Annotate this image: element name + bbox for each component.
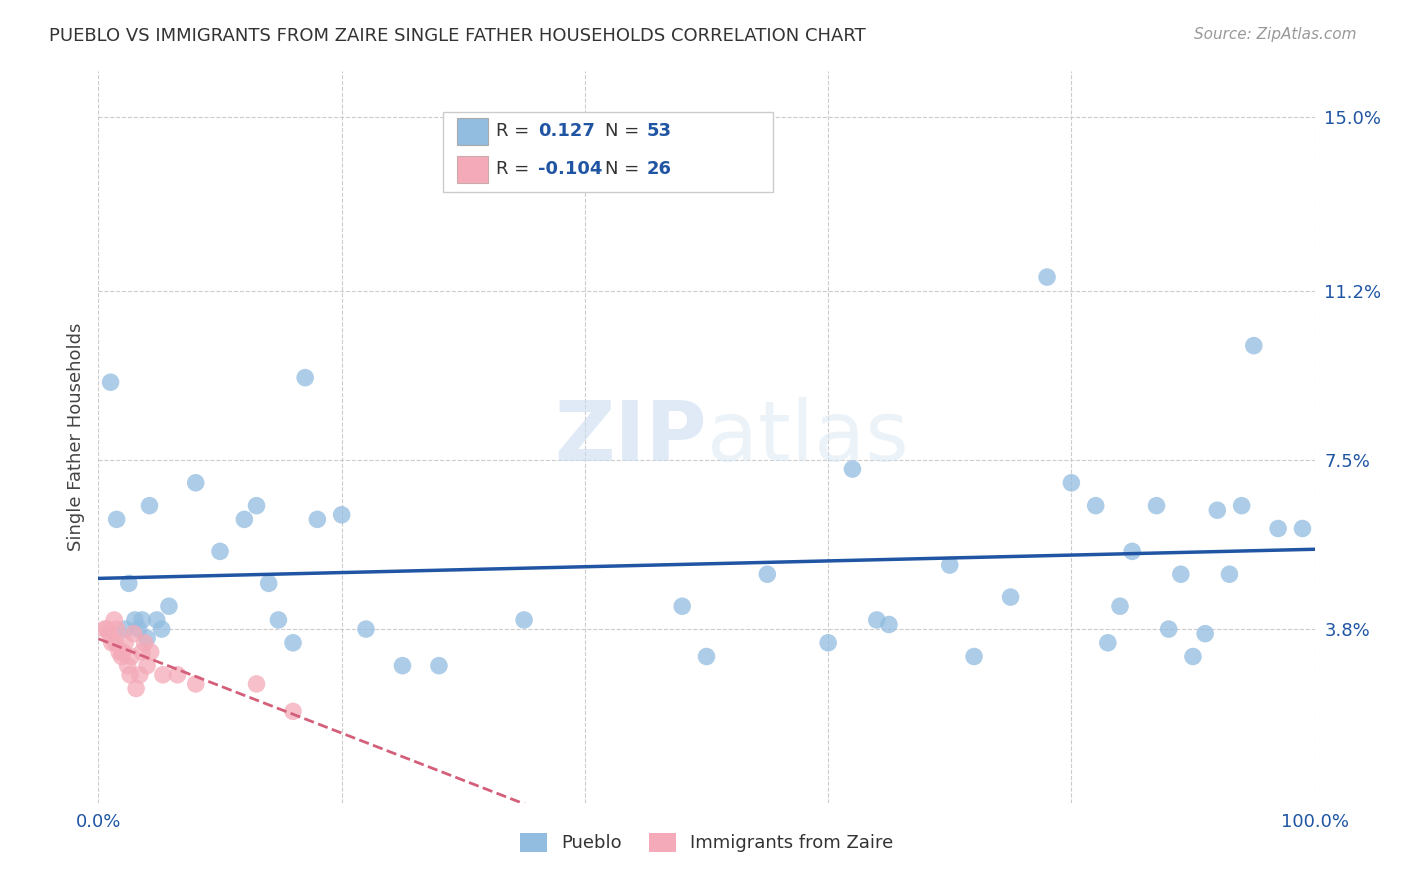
Point xyxy=(866,613,889,627)
Point xyxy=(150,622,173,636)
Point xyxy=(245,677,267,691)
Point xyxy=(134,636,156,650)
Point xyxy=(1243,338,1265,352)
Point xyxy=(1291,521,1313,535)
Point xyxy=(184,475,207,490)
Point xyxy=(122,626,145,640)
Point xyxy=(696,649,718,664)
Point xyxy=(184,677,207,691)
Point xyxy=(1206,503,1229,517)
Point xyxy=(152,667,174,681)
Text: N =: N = xyxy=(605,122,644,140)
Text: 0.127: 0.127 xyxy=(538,122,595,140)
Point xyxy=(267,613,290,627)
Point xyxy=(963,649,986,664)
Text: N =: N = xyxy=(605,161,644,178)
Point xyxy=(1230,499,1253,513)
Point xyxy=(1036,270,1059,285)
Point xyxy=(1121,544,1143,558)
Point xyxy=(125,681,148,696)
Point xyxy=(105,622,128,636)
Point xyxy=(817,636,839,650)
Point xyxy=(136,632,159,646)
Point xyxy=(330,508,353,522)
Point xyxy=(281,636,304,650)
Point xyxy=(1060,475,1083,490)
Point xyxy=(841,462,863,476)
Point xyxy=(98,626,121,640)
Point xyxy=(1218,567,1240,582)
Point xyxy=(233,512,256,526)
Point xyxy=(245,499,267,513)
Point xyxy=(1157,622,1180,636)
Point xyxy=(101,636,124,650)
Point xyxy=(281,705,304,719)
Point xyxy=(307,512,329,526)
Point xyxy=(1000,590,1022,604)
Text: atlas: atlas xyxy=(707,397,908,477)
Y-axis label: Single Father Households: Single Father Households xyxy=(66,323,84,551)
Point xyxy=(294,370,316,384)
Text: -0.104: -0.104 xyxy=(538,161,603,178)
Point xyxy=(513,613,536,627)
Point xyxy=(756,567,779,582)
Point xyxy=(128,622,150,636)
Point xyxy=(103,613,125,627)
Point xyxy=(257,576,280,591)
Point xyxy=(138,499,160,513)
Point xyxy=(118,667,141,681)
Point xyxy=(104,636,127,650)
Point xyxy=(146,613,169,627)
Point xyxy=(1267,521,1289,535)
Point xyxy=(1146,499,1168,513)
Point xyxy=(110,649,132,664)
Point xyxy=(124,613,146,627)
Point xyxy=(391,658,413,673)
Point xyxy=(114,622,136,636)
Point xyxy=(96,622,118,636)
Point xyxy=(877,617,900,632)
Point xyxy=(139,645,162,659)
Point xyxy=(157,599,180,614)
Text: R =: R = xyxy=(496,122,536,140)
Point xyxy=(1084,499,1107,513)
Point xyxy=(166,667,188,681)
Point xyxy=(136,658,159,673)
Point xyxy=(131,613,153,627)
Point xyxy=(671,599,693,614)
Legend: Pueblo, Immigrants from Zaire: Pueblo, Immigrants from Zaire xyxy=(512,826,901,860)
Text: Source: ZipAtlas.com: Source: ZipAtlas.com xyxy=(1194,27,1357,42)
Point xyxy=(118,576,141,591)
Point xyxy=(105,512,128,526)
Point xyxy=(354,622,377,636)
Text: ZIP: ZIP xyxy=(554,397,707,477)
Text: PUEBLO VS IMMIGRANTS FROM ZAIRE SINGLE FATHER HOUSEHOLDS CORRELATION CHART: PUEBLO VS IMMIGRANTS FROM ZAIRE SINGLE F… xyxy=(49,27,866,45)
Point xyxy=(1182,649,1205,664)
Point xyxy=(939,558,962,573)
Point xyxy=(120,649,142,664)
Point xyxy=(128,667,150,681)
Point xyxy=(93,622,115,636)
Text: R =: R = xyxy=(496,161,536,178)
Text: 26: 26 xyxy=(647,161,672,178)
Point xyxy=(427,658,450,673)
Point xyxy=(1194,626,1216,640)
Point xyxy=(209,544,232,558)
Text: 53: 53 xyxy=(647,122,672,140)
Point xyxy=(108,645,131,659)
Point xyxy=(131,645,153,659)
Point xyxy=(1109,599,1132,614)
Point xyxy=(1097,636,1119,650)
Point xyxy=(100,376,122,390)
Point xyxy=(114,636,136,650)
Point xyxy=(117,658,139,673)
Point xyxy=(1170,567,1192,582)
Point xyxy=(111,645,134,659)
